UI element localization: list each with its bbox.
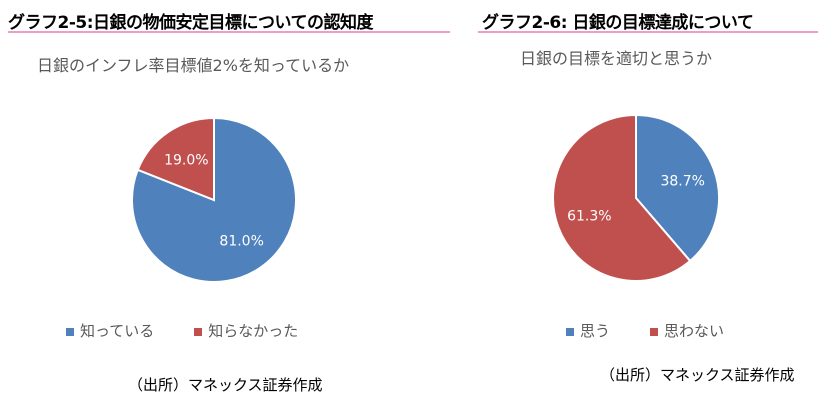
- pie-slice-red: [136, 116, 215, 202]
- legend-label: 思う: [580, 322, 611, 340]
- legend-swatch: [566, 327, 574, 336]
- legend-item: 思う: [566, 320, 610, 341]
- chart2-header-underline: [478, 31, 818, 33]
- pie-slice-red: [552, 113, 692, 282]
- legend-item: 知らなかった: [194, 320, 298, 341]
- pie-slice-blue: [131, 116, 297, 283]
- legend-label: 思わない: [664, 322, 725, 340]
- pie-data-label: 38.7%: [660, 174, 704, 190]
- pie-data-label: 61.3%: [567, 208, 611, 224]
- legend-item: 知っている: [66, 320, 154, 341]
- chart1-header-underline: [8, 31, 450, 33]
- chart2-legend: 思う 思わない: [566, 320, 724, 341]
- chart1-title: 日銀のインフレ率目標値2%を知っているか: [37, 56, 350, 75]
- chart1-source: （出所）マネックス証券作成: [128, 376, 323, 394]
- chart2-title: 日銀の目標を適切と思うか: [520, 49, 713, 68]
- legend-swatch: [650, 327, 659, 336]
- legend-item: 思わない: [650, 320, 724, 341]
- legend-swatch: [66, 327, 74, 336]
- legend-label: 知らなかった: [208, 322, 299, 340]
- legend-swatch: [194, 327, 203, 336]
- pie-data-label: 81.0%: [219, 234, 263, 250]
- legend-label: 知っている: [80, 322, 155, 340]
- chart1-legend: 知っている 知らなかった: [66, 320, 298, 341]
- pie-slice-blue: [635, 113, 720, 263]
- chart2-header: グラフ2-6: 日銀の目標達成について: [482, 13, 754, 33]
- pie-data-label: 19.0%: [164, 152, 208, 168]
- chart1-header: グラフ2-5:日銀の物価安定目標についての認知度: [8, 13, 374, 33]
- chart2-source: （出所）マネックス証券作成: [600, 366, 795, 384]
